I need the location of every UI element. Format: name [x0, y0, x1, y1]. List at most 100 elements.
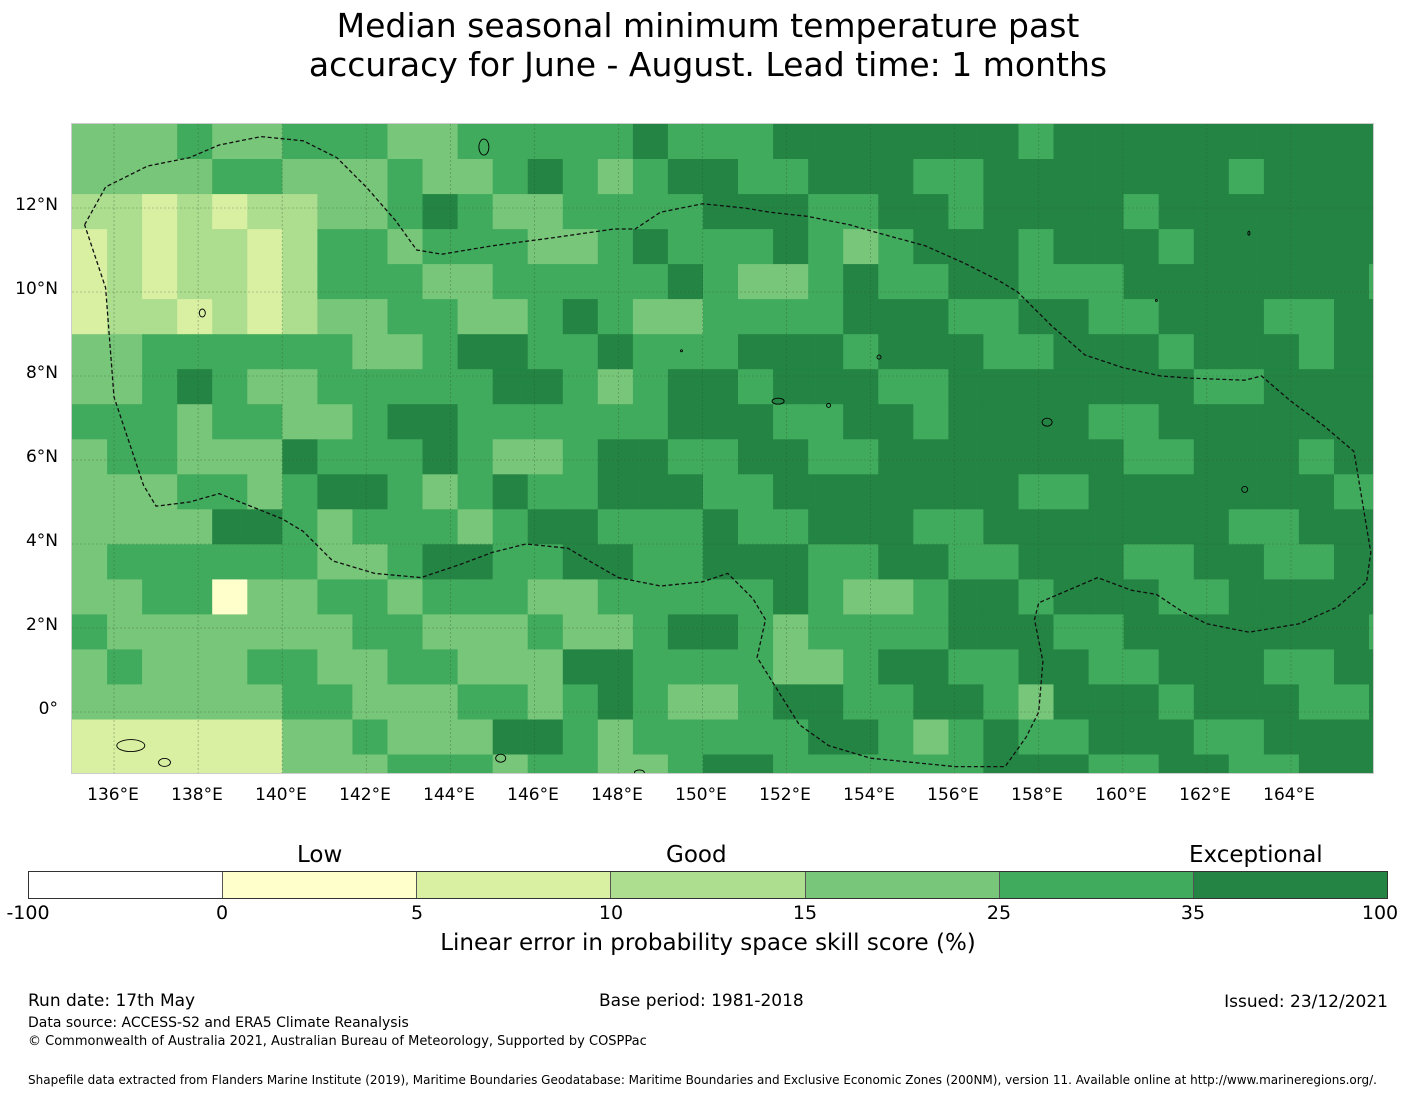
- skill-cell: [1334, 404, 1370, 440]
- skill-cell: [773, 544, 809, 580]
- skill-cell: [177, 684, 213, 720]
- skill-cell: [1263, 159, 1300, 195]
- skill-cell: [1123, 614, 1160, 650]
- skill-cell: [808, 369, 844, 405]
- skill-cell: [597, 334, 634, 370]
- skill-cell: [703, 159, 739, 195]
- skill-cell: [422, 404, 459, 440]
- skill-cell: [352, 754, 389, 773]
- skill-cell: [948, 719, 985, 756]
- issued-date: Issued: 23/12/2021: [1224, 992, 1388, 1012]
- skill-cell: [317, 684, 354, 720]
- skill-cell: [667, 439, 704, 475]
- skill-cell: [1018, 754, 1055, 773]
- skill-cell: [738, 649, 774, 685]
- skill-cell: [282, 509, 318, 545]
- skill-cell: [72, 579, 108, 615]
- run-date: Run date: 17th May: [28, 991, 196, 1011]
- skill-cell: [247, 649, 283, 685]
- skill-cell: [562, 299, 599, 335]
- island-outline: [116, 739, 146, 753]
- skill-cell: [72, 474, 108, 510]
- skill-cell: [878, 614, 914, 650]
- skill-cell: [632, 264, 669, 300]
- skill-cell: [703, 439, 739, 475]
- skill-cell: [703, 684, 739, 720]
- skill-cell: [843, 334, 879, 370]
- skill-cell: [983, 684, 1020, 720]
- skill-cell: [878, 159, 914, 195]
- skill-cell: [1193, 264, 1230, 300]
- skill-cell: [878, 334, 914, 370]
- skill-cell: [632, 404, 669, 440]
- skill-cell: [632, 369, 669, 405]
- skill-cell: [142, 264, 178, 300]
- skill-cell: [177, 124, 213, 160]
- skill-cell: [1369, 369, 1373, 405]
- skill-cell: [387, 264, 424, 300]
- skill-cell: [142, 194, 178, 230]
- lat-tick-6n: 6°N: [25, 447, 58, 467]
- skill-cell: [492, 614, 529, 650]
- skill-cell: [632, 719, 669, 756]
- skill-cell: [1228, 754, 1265, 773]
- skill-cell: [667, 509, 704, 545]
- skill-cell: [703, 334, 739, 370]
- skill-cell: [843, 439, 879, 475]
- skill-cell: [352, 509, 389, 545]
- skill-cell: [1228, 544, 1265, 580]
- skill-cell: [527, 334, 564, 370]
- colorbar-segment: [611, 872, 806, 898]
- skill-score-map: [71, 123, 1374, 774]
- skill-cell: [948, 649, 985, 685]
- skill-cell: [1298, 614, 1335, 650]
- lon-tick-160e: 160°E: [1095, 785, 1147, 805]
- skill-cell: [878, 719, 914, 756]
- skill-cell: [948, 754, 985, 773]
- skill-cell: [1298, 124, 1335, 160]
- skill-cell: [282, 299, 318, 335]
- colorbar-segment: [29, 872, 224, 898]
- skill-cell: [492, 299, 529, 335]
- skill-cell: [1053, 509, 1090, 545]
- skill-cell: [843, 614, 879, 650]
- skill-cell: [773, 299, 809, 335]
- skill-cell: [142, 124, 178, 160]
- skill-cell: [1369, 719, 1373, 756]
- skill-cell: [948, 369, 985, 405]
- skill-cell: [1298, 579, 1335, 615]
- skill-cell: [317, 509, 354, 545]
- skill-cell: [1018, 194, 1055, 230]
- skill-cell: [597, 509, 634, 545]
- skill-cell: [1298, 474, 1335, 510]
- skill-cell: [317, 614, 354, 650]
- skill-cell: [1228, 719, 1265, 756]
- skill-cell: [773, 159, 809, 195]
- skill-cell: [562, 719, 599, 756]
- skill-cell: [72, 299, 108, 335]
- skill-cell: [282, 649, 318, 685]
- skill-cell: [352, 334, 389, 370]
- lat-tick-4n: 4°N: [25, 531, 58, 551]
- skill-cell: [317, 264, 354, 300]
- skill-cell: [72, 439, 108, 475]
- skill-cell: [1193, 754, 1230, 773]
- skill-cell: [843, 474, 879, 510]
- skill-cell: [562, 474, 599, 510]
- skill-cell: [492, 509, 529, 545]
- skill-cell: [738, 439, 774, 475]
- skill-cell: [562, 194, 599, 230]
- skill-cell: [1263, 474, 1300, 510]
- skill-cell: [562, 649, 599, 685]
- skill-cell: [773, 404, 809, 440]
- lon-tick-146e: 146°E: [507, 785, 559, 805]
- skill-cell: [1369, 754, 1373, 773]
- skill-cell: [948, 474, 985, 510]
- skill-cell: [1123, 404, 1160, 440]
- skill-cell: [597, 754, 634, 773]
- skill-cell: [422, 334, 459, 370]
- lon-tick-156e: 156°E: [927, 785, 979, 805]
- skill-cell: [1088, 719, 1125, 756]
- skill-cell: [212, 439, 248, 475]
- skill-cell: [632, 299, 669, 335]
